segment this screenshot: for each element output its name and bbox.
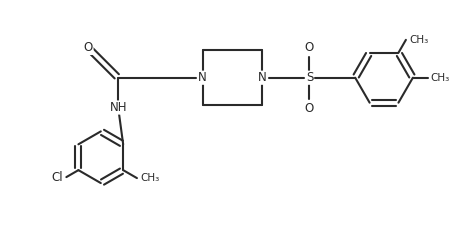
Text: CH₃: CH₃: [409, 35, 428, 45]
Text: N: N: [198, 71, 207, 84]
Text: CH₃: CH₃: [431, 73, 450, 83]
Text: S: S: [306, 71, 313, 84]
Text: N: N: [258, 71, 267, 84]
Text: O: O: [305, 41, 314, 54]
Text: O: O: [305, 101, 314, 115]
Text: Cl: Cl: [51, 171, 63, 184]
Text: NH: NH: [109, 101, 127, 114]
Text: CH₃: CH₃: [140, 173, 159, 183]
Text: O: O: [84, 41, 93, 54]
